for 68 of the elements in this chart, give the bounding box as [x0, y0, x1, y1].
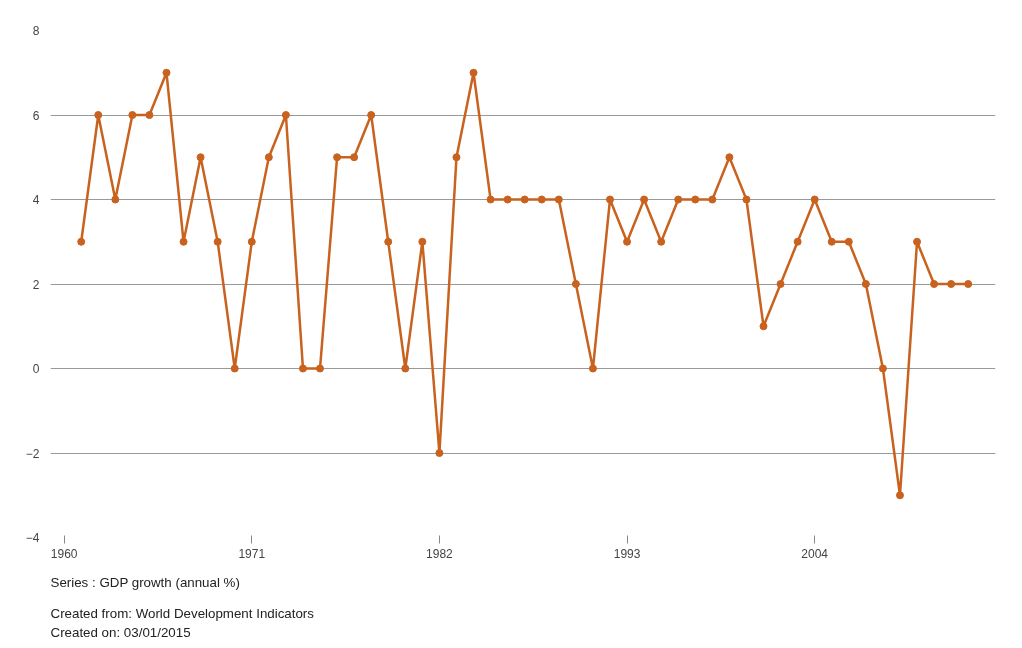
point [964, 280, 973, 288]
point [401, 364, 410, 373]
point [111, 195, 120, 204]
y-tick-label: 0 [32, 362, 40, 376]
point [128, 111, 137, 119]
point [895, 491, 904, 500]
y-tick-label: 2 [32, 277, 40, 292]
point [674, 195, 683, 204]
point [810, 195, 819, 204]
point [179, 237, 188, 246]
point [623, 237, 632, 246]
text: Created from: World Development Indicators [50, 605, 315, 621]
x-tick-label: 1960 [50, 546, 78, 561]
point [486, 195, 495, 204]
point [605, 195, 614, 204]
point [759, 322, 768, 331]
point [691, 195, 700, 204]
y-tick-label: −4 [25, 531, 40, 545]
point [588, 364, 597, 373]
point [162, 68, 171, 77]
point [435, 449, 444, 457]
point [878, 364, 887, 373]
point [247, 237, 256, 246]
x-tick-label: 2004 [801, 546, 829, 561]
point [384, 237, 393, 246]
x-tick-label: 1971 [238, 546, 266, 561]
point [725, 153, 734, 162]
point [213, 237, 222, 246]
point [418, 237, 427, 246]
point [657, 237, 666, 246]
point [316, 364, 325, 373]
point [298, 364, 307, 373]
point [930, 280, 939, 288]
point [520, 195, 529, 204]
point [196, 153, 205, 162]
x-tick-label: 1993 [613, 546, 641, 561]
point [94, 111, 103, 119]
point [77, 237, 86, 246]
point [947, 280, 956, 288]
y-tick-label: 8 [32, 24, 40, 38]
y-tick-label: 4 [32, 193, 40, 207]
point [913, 237, 922, 246]
point [742, 195, 751, 204]
point [844, 237, 853, 246]
point [827, 237, 836, 246]
point [861, 280, 870, 288]
point [230, 364, 239, 373]
point [537, 195, 546, 204]
point [350, 153, 359, 162]
y-tick-label: −2 [25, 446, 40, 461]
point [571, 280, 580, 288]
point [640, 195, 649, 204]
point [793, 237, 802, 246]
point [367, 111, 376, 119]
y-tick-label: 6 [32, 108, 40, 123]
point [145, 111, 154, 119]
point [708, 195, 717, 204]
text: Series : GDP growth (annual %) [50, 575, 240, 590]
point [281, 111, 290, 119]
point [503, 195, 512, 204]
x-tick-label: 1982 [426, 546, 454, 561]
point [469, 68, 478, 77]
point [264, 153, 273, 162]
point [554, 195, 563, 204]
point [333, 153, 342, 162]
point [776, 280, 785, 288]
point [452, 153, 461, 162]
text: Created on: 03/01/2015 [50, 624, 191, 640]
